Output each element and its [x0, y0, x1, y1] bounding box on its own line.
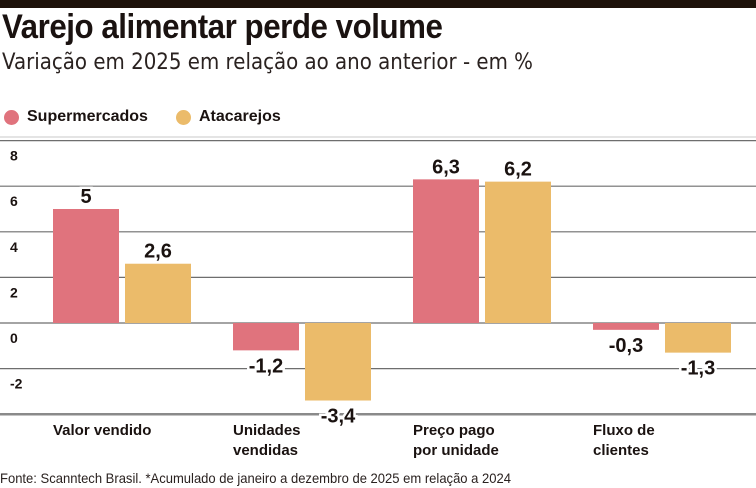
legend-item-atacarejos: Atacarejos	[175, 108, 281, 126]
legend-label: Atacarejos	[198, 108, 281, 125]
y-tick-label: 8	[10, 148, 18, 164]
data-label: -3,4	[321, 406, 356, 428]
data-label: 5	[80, 186, 91, 208]
data-label: -0,3	[609, 335, 643, 357]
data-label: 6,2	[504, 159, 532, 181]
chart-subtitle: Variação em 2025 em relação ao ano anter…	[2, 50, 533, 75]
x-category-label: clientes	[593, 442, 649, 459]
top-rule	[0, 0, 756, 8]
x-category-label: Unidades	[233, 422, 301, 439]
chart-title: Varejo alimentar perde volume	[2, 8, 443, 46]
data-label: 2,6	[144, 241, 172, 263]
y-tick-label: 4	[10, 239, 18, 255]
bar-atacarejos	[485, 181, 551, 323]
data-label: 6,3	[432, 156, 460, 178]
y-tick-label: 0	[10, 330, 18, 346]
legend-item-supermercados: Supermercados	[4, 108, 148, 126]
bar-supermercados	[53, 209, 119, 323]
legend: Supermercados Atacarejos	[4, 108, 309, 126]
y-tick-label: 2	[10, 284, 18, 300]
x-category-label: Valor vendido	[53, 422, 151, 439]
data-label: -1,2	[249, 355, 283, 377]
data-label: -1,3	[681, 358, 715, 380]
bar-atacarejos	[125, 263, 191, 323]
legend-swatch-atacarejos	[175, 109, 191, 125]
bar-supermercados	[413, 179, 479, 323]
legend-separator	[0, 136, 756, 138]
bar-supermercados	[233, 323, 299, 351]
x-category-label: Preço pago	[413, 422, 495, 439]
y-tick-label: -2	[10, 376, 23, 392]
bar-supermercados	[593, 323, 659, 330]
bar-chart: 8 6 4 2 0 -2 5 2,6 Valor vendido -1,2 -3,4 Unidades…	[0, 140, 756, 459]
bar-atacarejos	[665, 323, 731, 353]
legend-swatch-supermercados	[4, 109, 19, 125]
y-tick-label: 6	[10, 193, 18, 209]
source-note: Fonte: Scanntech Brasil. *Acumulado de j…	[0, 470, 511, 486]
x-category-label: vendidas	[233, 442, 298, 459]
bar-atacarejos	[305, 323, 371, 401]
legend-label: Supermercados	[27, 108, 148, 125]
x-category-label: Fluxo de	[593, 422, 655, 439]
x-category-label: por unidade	[413, 442, 499, 459]
